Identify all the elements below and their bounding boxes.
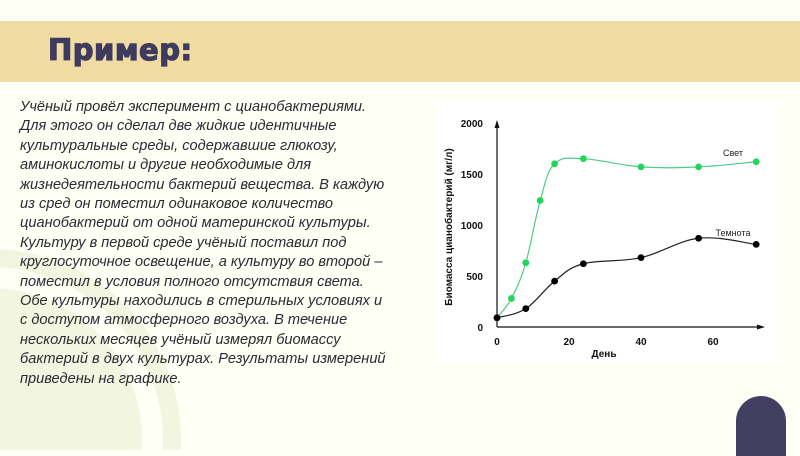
problem-text: Учёный провёл эксперимент с цианобактери… <box>20 98 420 389</box>
text-line: бактерий в двух культурах. Результаты из… <box>20 351 386 368</box>
y-axis-title: Биомасса цианобактерий (мг/л) <box>443 148 455 305</box>
x-axis-arrow-icon <box>757 324 765 330</box>
data-point <box>536 197 544 204</box>
text-line: культуральные среды, содержавшие глюкозу… <box>20 137 338 154</box>
text-line: Учёный провёл эксперимент с цианобактери… <box>20 99 367 115</box>
text-line: Для этого он сделал две жидкие идентичны… <box>20 118 337 135</box>
data-point <box>522 259 530 267</box>
y-tick-label: 2000 <box>461 119 484 130</box>
text-line: с доступом атмосферного воздуха. В течен… <box>20 312 348 329</box>
series-dark: Темнота <box>493 228 760 322</box>
y-tick-label: 0 <box>477 323 483 334</box>
chart-tick-labels: 0 500 1000 1500 2000 0 20 40 60 <box>461 119 719 348</box>
chart-axes <box>494 120 765 330</box>
text-line: круглосуточное освещение, а культуру во … <box>20 254 383 271</box>
y-tick-label: 1000 <box>461 221 484 232</box>
data-point <box>580 260 587 268</box>
x-tick-label: 60 <box>707 337 719 348</box>
y-axis-arrow-icon <box>494 120 500 128</box>
text-line: нескольких месяцев учёный измерял биомас… <box>20 331 341 348</box>
series-label: Свет <box>723 148 743 158</box>
series-label: Темнота <box>716 228 751 238</box>
data-point <box>508 295 515 302</box>
text-line: поместил в условия полного отсутствия св… <box>20 273 364 290</box>
text-line: приведены на графике. <box>20 370 182 387</box>
slide-title: Пример: <box>47 32 193 67</box>
data-point <box>752 240 760 248</box>
data-point <box>493 314 501 322</box>
data-point <box>695 234 702 242</box>
text-line: Культуру в первой среде учёный поставил … <box>20 234 347 251</box>
data-point <box>551 160 558 168</box>
text-line: Обе культуры находились в стерильных усл… <box>20 293 383 310</box>
data-point <box>551 277 558 285</box>
y-tick-label: 500 <box>466 272 483 283</box>
x-tick-label: 0 <box>494 337 500 348</box>
data-point <box>522 305 530 313</box>
corner-decoration-tab <box>736 396 786 456</box>
data-point <box>637 254 645 262</box>
text-line: жизнедеятельности бактерий вещества. В к… <box>20 176 385 193</box>
data-point <box>580 155 587 163</box>
text-line: из сред он поместил одинаковое количеств… <box>20 196 334 213</box>
x-tick-label: 40 <box>635 337 647 348</box>
x-tick-label: 20 <box>563 337 575 348</box>
text-line: цианобактерий от одной материнской культ… <box>20 215 371 232</box>
chart-series: Свет Темнота <box>493 148 760 322</box>
x-axis-title: День <box>592 349 617 360</box>
series-line <box>496 237 757 319</box>
data-point <box>637 163 645 171</box>
biomass-chart: 0 500 1000 1500 2000 0 20 40 60 Свет Темнота День… <box>436 101 778 362</box>
data-point <box>695 163 702 171</box>
chart-canvas: 0 500 1000 1500 2000 0 20 40 60 Свет Темнота День… <box>443 119 765 360</box>
text-line: аминокислоты и другие необходимые для <box>20 157 312 174</box>
title-band <box>0 21 800 82</box>
y-tick-label: 1500 <box>461 170 484 181</box>
data-point <box>752 158 760 166</box>
